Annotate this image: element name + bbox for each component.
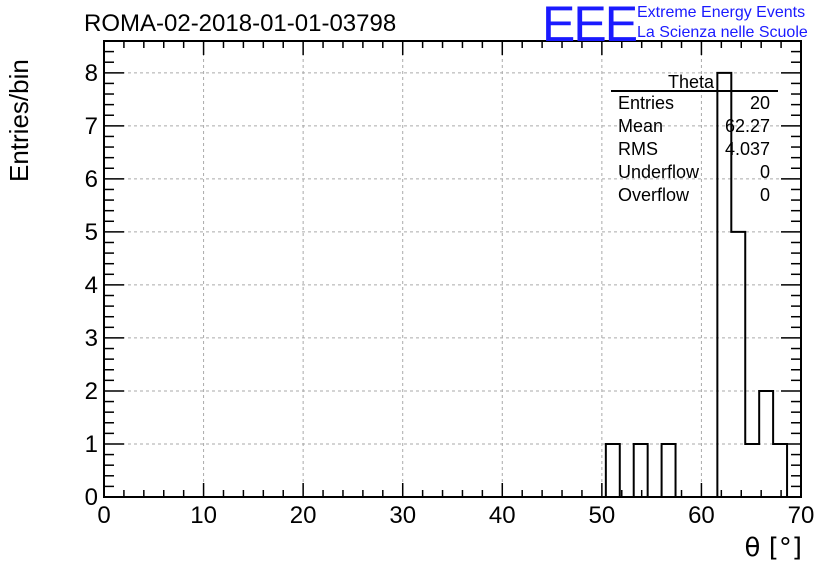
histogram-bin [634,444,648,497]
y-tick-label: 4 [85,272,98,299]
x-tick-label: 10 [190,502,217,529]
histogram-bin [731,232,745,497]
x-axis-label: θ [°] [744,533,802,563]
x-tick-label: 0 [97,502,110,529]
x-tick-label: 50 [589,502,616,529]
histogram-bin [773,444,787,497]
x-tick-label: 40 [489,502,516,529]
x-tick-label: 70 [788,502,815,529]
stats-box-title: Theta [668,72,715,92]
stat-entries-value: 20 [749,93,770,113]
logo-line-1: Extreme Energy Events [637,4,806,21]
histogram-bin [662,444,676,497]
y-tick-label: 0 [85,484,98,511]
stat-overflow-value: 0 [759,185,770,205]
plot-frame [103,40,802,498]
y-tick-label: 3 [85,325,98,352]
stat-overflow-label: Overflow [618,185,690,205]
y-tick-label: 7 [85,113,98,140]
y-tick-label: 2 [85,378,98,405]
y-tick-label: 5 [85,219,98,246]
y-axis-label: Entries/bin [4,59,34,182]
stat-entries-label: Entries [618,93,675,113]
y-tick-label: 1 [85,431,98,458]
stat-rms-label: RMS [618,139,658,159]
stat-mean-label: Mean [618,116,664,136]
histogram-bin [606,444,620,497]
stat-rms-value: 4.037 [724,139,770,159]
x-tick-label: 60 [688,502,715,529]
x-tick-label: 20 [290,502,317,529]
stat-underflow-label: Underflow [618,162,700,182]
eee-logo: EEE [542,0,638,52]
histogram-bin [745,444,759,497]
y-tick-label: 6 [85,166,98,193]
stat-mean-value: 62.27 [724,116,770,136]
x-tick-label: 30 [389,502,416,529]
y-tick-label: 8 [85,60,98,87]
logo-line-2: La Scienza nelle Scuole [637,24,808,41]
stat-underflow-value: 0 [759,162,770,182]
chart-title: ROMA-02-2018-01-01-03798 [84,10,397,37]
